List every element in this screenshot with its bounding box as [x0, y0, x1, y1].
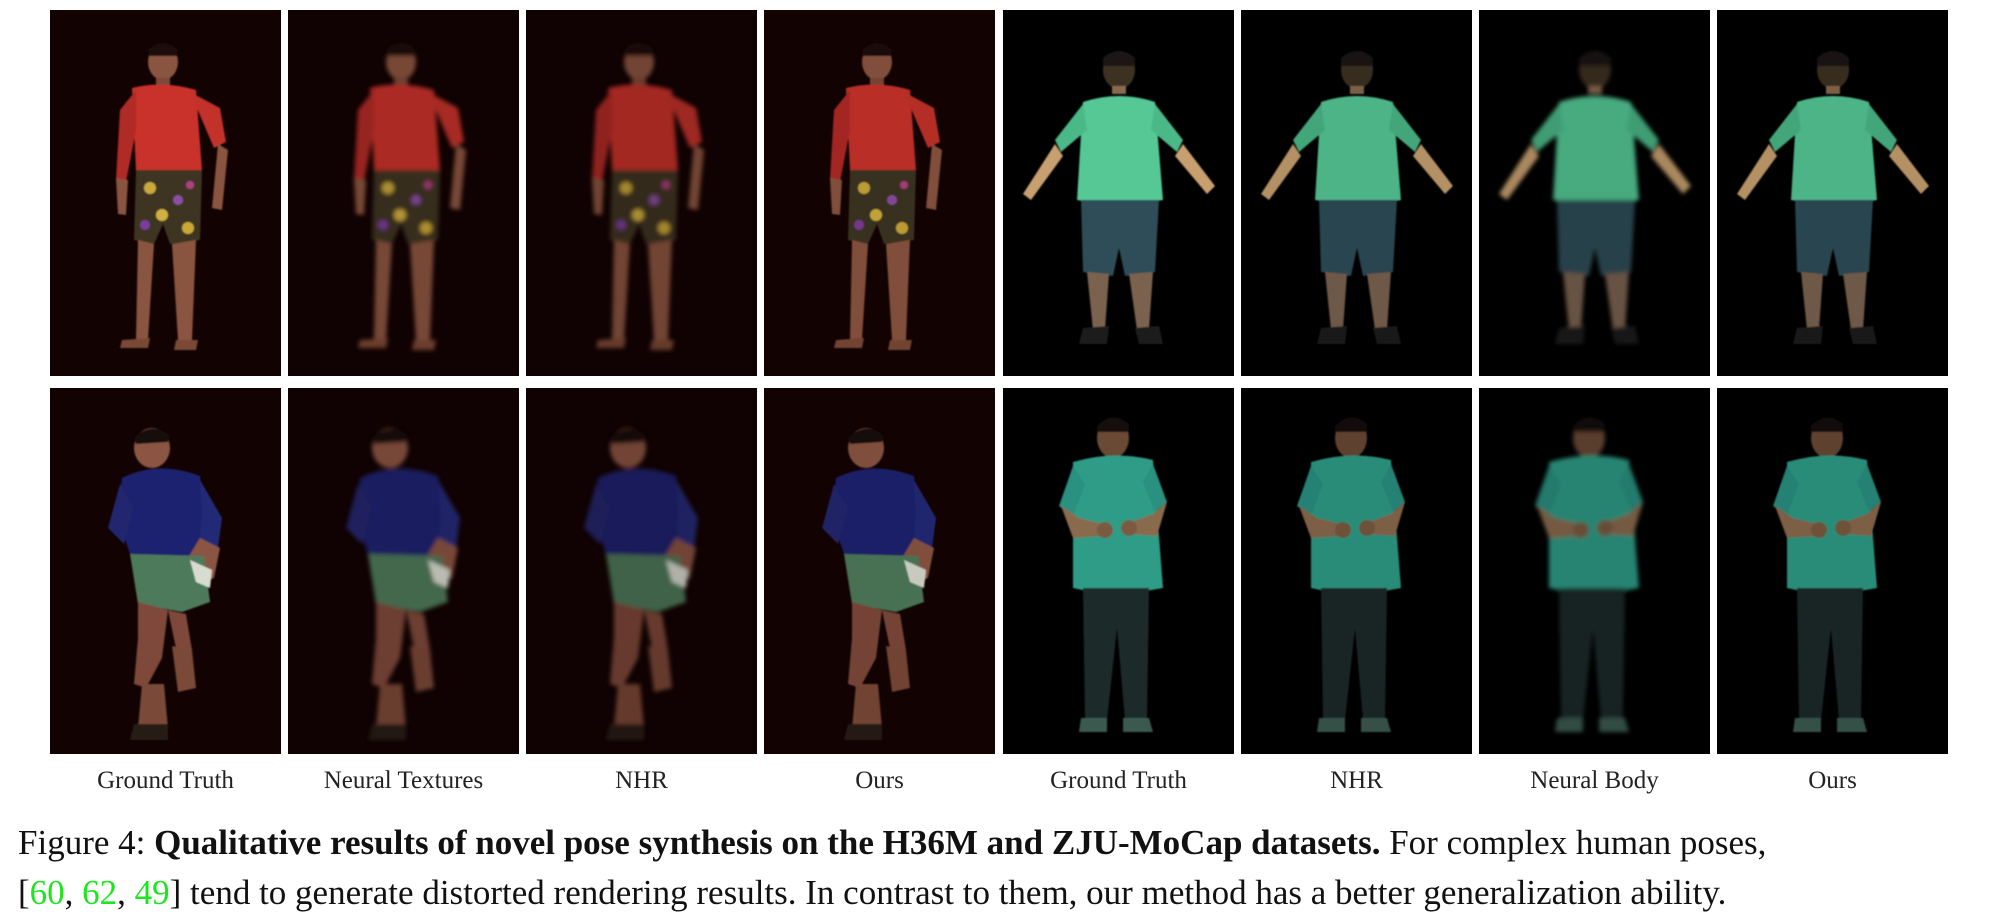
- panel-h36m-top-nhr: [526, 10, 757, 376]
- panel-h36m-top-ours: [764, 10, 995, 376]
- citation-link[interactable]: 49: [134, 873, 170, 912]
- render-image: [1717, 388, 1948, 754]
- column-label: Ours: [855, 767, 904, 794]
- render-image: [1241, 388, 1472, 754]
- render-image: [764, 10, 995, 376]
- render-image: [1003, 10, 1234, 376]
- column-label: Neural Body: [1530, 767, 1659, 794]
- panel-zju-bottom-ours: [1717, 388, 1948, 754]
- render-image: [526, 388, 757, 754]
- caption-text: For complex human poses,: [1380, 823, 1767, 862]
- panel-zju-top-ours: [1717, 10, 1948, 376]
- figure-caption: Figure 4: Qualitative results of novel p…: [18, 818, 1984, 918]
- column-label: Ground Truth: [97, 767, 234, 794]
- panel-zju-top-nhr: [1241, 10, 1472, 376]
- panel-zju-top-ground-truth: [1003, 10, 1234, 376]
- column-label: Ours: [1808, 767, 1857, 794]
- panel-zju-bottom-ground-truth: [1003, 388, 1234, 754]
- column-label: NHR: [1330, 767, 1383, 794]
- render-image: [1003, 388, 1234, 754]
- caption-bracket: [: [18, 873, 30, 912]
- render-image: [1479, 10, 1710, 376]
- render-image: [288, 388, 519, 754]
- column-label: NHR: [615, 767, 668, 794]
- panel-h36m-top-neural-textures: [288, 10, 519, 376]
- render-image: [1717, 10, 1948, 376]
- panel-zju-bottom-nhr: [1241, 388, 1472, 754]
- caption-separator: ,: [64, 873, 83, 912]
- panel-h36m-bottom-ground-truth: [50, 388, 281, 754]
- column-label: Neural Textures: [323, 767, 484, 794]
- figure-grid: [50, 10, 1948, 754]
- render-image: [1241, 10, 1472, 376]
- panel-h36m-bottom-neural-textures: [288, 388, 519, 754]
- render-image: [526, 10, 757, 376]
- column-label: Ground Truth: [1050, 767, 1187, 794]
- citation-link[interactable]: 60: [29, 873, 65, 912]
- caption-separator: ,: [117, 873, 135, 912]
- panel-h36m-top-ground-truth: [50, 10, 281, 376]
- render-image: [288, 10, 519, 376]
- render-image: [50, 10, 281, 376]
- render-image: [50, 388, 281, 754]
- panel-zju-bottom-neural-body: [1479, 388, 1710, 754]
- citation-link[interactable]: 62: [82, 873, 118, 912]
- panel-zju-top-neural-body: [1479, 10, 1710, 376]
- panel-h36m-bottom-ours: [764, 388, 995, 754]
- caption-prefix: Figure 4:: [18, 823, 155, 862]
- caption-bold-title: Qualitative results of novel pose synthe…: [154, 823, 1381, 862]
- render-image: [1479, 388, 1710, 754]
- render-image: [764, 388, 995, 754]
- caption-text: ] tend to generate distorted rendering r…: [169, 873, 1727, 912]
- panel-h36m-bottom-nhr: [526, 388, 757, 754]
